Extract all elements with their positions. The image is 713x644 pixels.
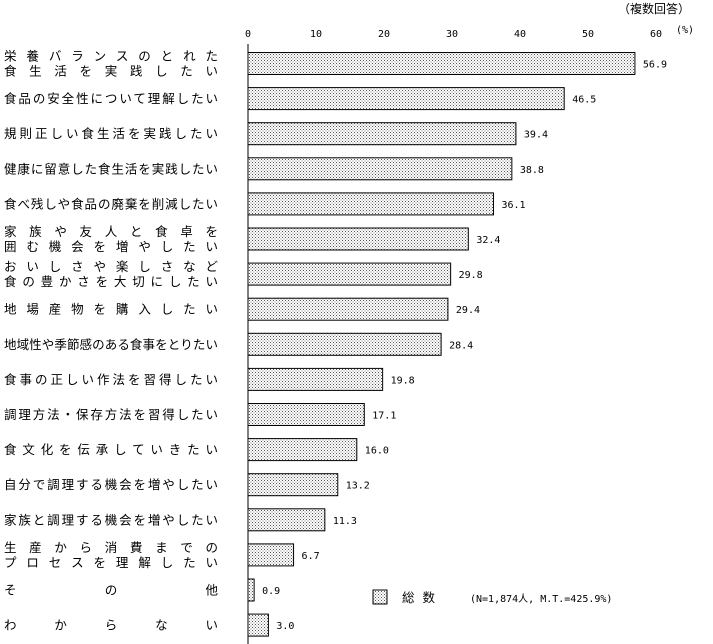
category-text-0-1: 食生活を実践したい (4, 64, 218, 79)
category-text-14-1: プロセスを理解したい (4, 555, 218, 570)
value-labels: 56.9 46.5 39.4 38.8 36.1 32.4 29.8 29.4 28.4 19.8… (262, 60, 667, 633)
value-label-7: 29.4 (456, 305, 480, 316)
value-label-10: 17.1 (372, 411, 396, 422)
value-label-1: 46.5 (572, 95, 596, 106)
category-text-0-0: 栄養バランスのとれた (4, 49, 218, 64)
category-text-12-0: 自分で調理する機会を増やしたい (4, 477, 218, 492)
bar-16 (247, 613, 269, 637)
bar-1 (247, 87, 565, 111)
category-label-16: わからない (4, 618, 218, 633)
bar-7 (247, 297, 449, 321)
category-label-3: 健康に留意した食生活を実践したい (4, 161, 218, 176)
bar-5 (247, 227, 469, 251)
category-label-11: 食文化を伝承していきたい (4, 442, 218, 457)
category-text-2-0: 規則正しい食生活を実践したい (4, 126, 218, 141)
tick-label-50: 50 (582, 29, 594, 40)
category-text-6-1: 食の豊かさを大切にしたい (4, 274, 218, 289)
category-label-10: 調理方法・保存方法を習得したい (4, 407, 218, 422)
category-text-8-0: 地域性や季節感のある食事をとりたい (4, 337, 218, 352)
category-label-2: 規則正しい食生活を実践したい (4, 126, 218, 141)
value-label-5: 32.4 (476, 235, 500, 246)
bar-12 (247, 473, 339, 497)
bar-2 (247, 122, 517, 146)
value-label-6: 29.8 (459, 270, 483, 281)
value-label-14: 6.7 (302, 551, 320, 562)
value-label-3: 38.8 (520, 165, 544, 176)
category-text-7-0: 地場産物を購入したい (4, 302, 218, 317)
tick-label-40: 40 (514, 29, 526, 40)
category-text-3-0: 健康に留意した食生活を実践したい (4, 161, 218, 176)
category-label-8: 地域性や季節感のある食事をとりたい (4, 337, 218, 352)
category-label-15: その他 (4, 583, 218, 598)
tick-label-10: 10 (310, 29, 322, 40)
category-text-5-0: 家族や友人と食卓を (4, 224, 218, 239)
category-text-16-0: わからない (4, 618, 218, 633)
value-label-2: 39.4 (524, 130, 548, 141)
category-labels: 栄養バランスのとれた食生活を実践したい食品の安全性について理解したい規則正しい食… (4, 49, 218, 633)
bar-15 (247, 578, 255, 602)
value-label-9: 19.8 (391, 375, 415, 386)
category-label-1: 食品の安全性について理解したい (4, 91, 218, 106)
bar-6 (247, 262, 452, 286)
category-text-9-0: 食事の正しい作法を習得したい (4, 372, 218, 387)
value-label-13: 11.3 (333, 516, 357, 527)
bar-13 (247, 508, 326, 532)
category-label-12: 自分で調理する機会を増やしたい (4, 477, 218, 492)
category-text-13-0: 家族と調理する機会を増やしたい (4, 512, 218, 527)
bar-0 (247, 52, 636, 75)
category-text-4-0: 食べ残しや食品の廃棄を削減したい (4, 196, 218, 211)
value-label-12: 13.2 (346, 481, 370, 492)
category-text-1-0: 食品の安全性について理解したい (4, 91, 218, 106)
axis-unit: (%) (676, 25, 694, 36)
chart-note: （複数回答） (618, 1, 690, 16)
bar-3 (247, 157, 513, 181)
category-text-10-0: 調理方法・保存方法を習得したい (4, 407, 218, 422)
value-label-0: 56.9 (643, 60, 667, 71)
bar-10 (247, 403, 365, 426)
tick-label-20: 20 (378, 29, 390, 40)
value-label-11: 16.0 (365, 446, 389, 457)
value-label-8: 28.4 (449, 340, 473, 351)
category-text-14-0: 生産から消費までの (4, 540, 218, 555)
category-text-5-1: 囲む機会を増やしたい (4, 239, 218, 254)
bar-14 (247, 543, 295, 567)
tick-label-60: 60 (650, 29, 662, 40)
value-label-16: 3.0 (276, 621, 294, 632)
tick-label-30: 30 (446, 29, 458, 40)
category-label-9: 食事の正しい作法を習得したい (4, 372, 218, 387)
bar-4 (247, 192, 494, 216)
value-label-4: 36.1 (501, 200, 525, 211)
category-text-6-0: おいしさや楽しさなど (4, 259, 218, 274)
bar-11 (247, 438, 358, 462)
category-text-15-0: その他 (4, 583, 218, 598)
legend-note: (N=1,874人, M.T.=425.9%) (470, 593, 612, 605)
tick-label-0: 0 (245, 29, 251, 40)
bars (247, 52, 636, 637)
legend-swatch (372, 589, 388, 605)
bar-9 (247, 367, 384, 391)
legend: 総数 (N=1,874人, M.T.=425.9%) (372, 589, 612, 605)
category-text-11-0: 食文化を伝承していきたい (4, 442, 218, 457)
legend-label: 総数 (402, 590, 443, 605)
x-axis-ticks: 0 10 20 30 40 50 60 (245, 29, 662, 40)
category-label-13: 家族と調理する機会を増やしたい (4, 512, 218, 527)
category-label-7: 地場産物を購入したい (4, 302, 218, 317)
value-label-15: 0.9 (262, 586, 280, 597)
category-label-4: 食べ残しや食品の廃棄を削減したい (4, 196, 218, 211)
bar-8 (247, 332, 442, 356)
